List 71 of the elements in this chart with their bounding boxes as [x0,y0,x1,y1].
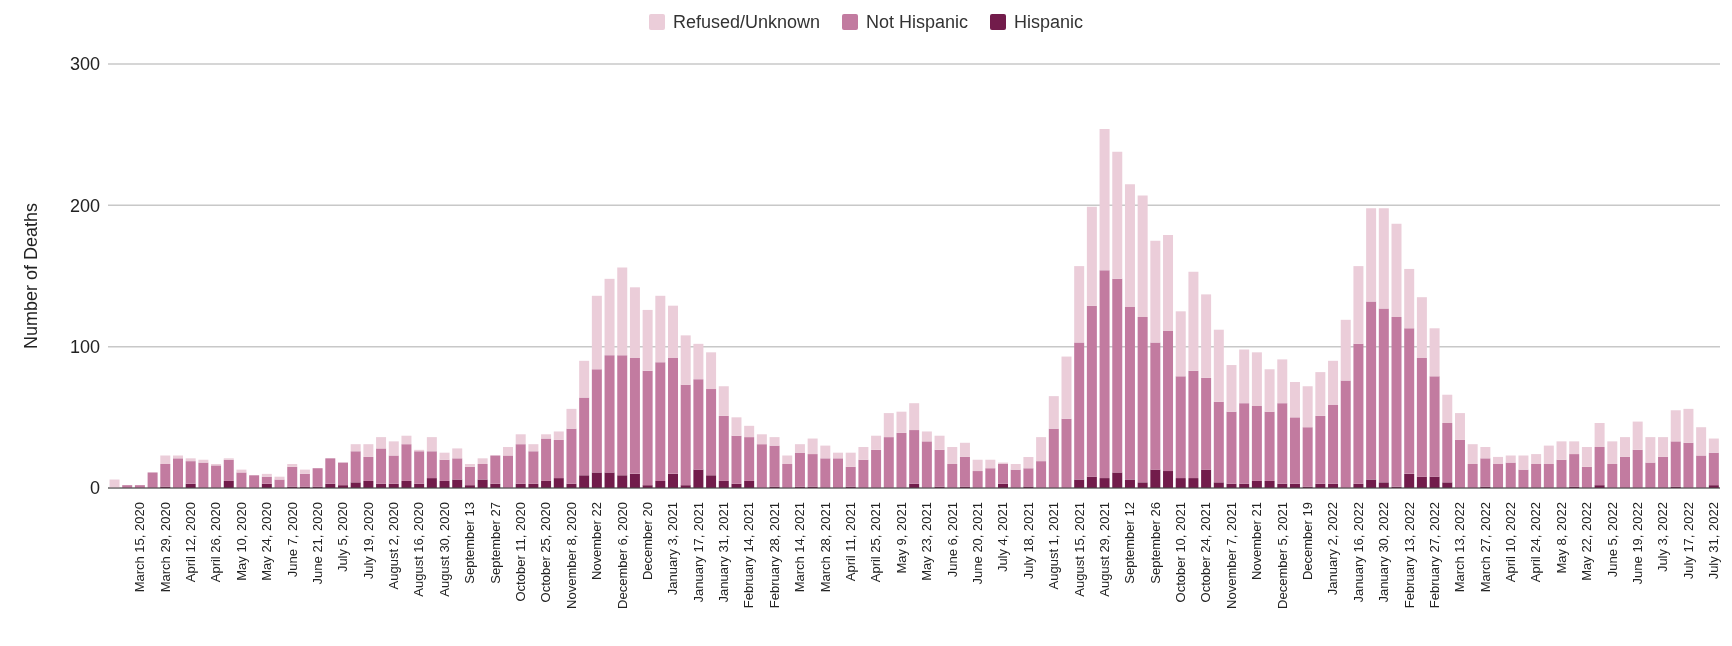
x-tick-label: December 5, 2021 [1274,502,1290,609]
x-tick-label: April 10, 2022 [1503,502,1519,583]
y-axis-title: Number of Deaths [21,202,42,350]
x-tick-label: May 9, 2021 [893,502,909,574]
x-tick-label: August 2, 2020 [386,502,402,590]
x-tick-label: March 27, 2022 [1477,502,1493,593]
x-tick-label: July 18, 2021 [1020,502,1036,580]
x-tick-label: September 13 [462,502,478,584]
x-tick-label: May 8, 2022 [1553,502,1569,574]
x-tick-label: January 30, 2022 [1376,502,1392,603]
x-tick-label: January 17, 2021 [690,502,706,603]
x-tick-label: February 28, 2021 [766,502,782,609]
x-tick-label: June 20, 2021 [969,502,985,585]
x-tick-label: July 4, 2021 [995,502,1011,573]
x-tick-label: August 29, 2021 [1096,502,1112,597]
x-tick-label: March 13, 2022 [1452,502,1468,593]
x-tick-label: August 30, 2020 [436,502,452,597]
x-tick-label: June 7, 2020 [284,502,300,578]
x-tick-label: May 23, 2021 [919,502,935,581]
legend-label: Hispanic [1013,11,1084,33]
x-tick-label: December 6, 2020 [614,502,630,609]
x-tick-label: May 24, 2020 [259,502,275,581]
x-tick-label: September 12 [1122,502,1138,584]
x-tick-label: October 25, 2020 [538,502,554,603]
legend-label: Not Hispanic [865,11,969,33]
y-tick-label: 200 [69,195,100,216]
x-tick-label: September 26 [1147,502,1163,584]
x-tick-label: February 14, 2021 [741,502,757,609]
x-tick-label: November 8, 2020 [563,502,579,609]
x-tick-label: January 3, 2021 [665,502,681,596]
x-tick-label: October 24, 2021 [1198,502,1214,603]
x-tick-label: October 11, 2020 [513,502,529,602]
x-tick-label: April 11, 2021 [843,502,859,582]
x-tick-label: April 12, 2020 [183,502,198,583]
x-tick-label: January 31, 2021 [716,502,732,603]
x-tick-label: May 10, 2020 [233,502,249,581]
x-tick-label: June 6, 2021 [944,502,960,578]
x-tick-label: November 21 [1249,502,1265,581]
x-tick-label: May 22, 2022 [1579,502,1595,581]
x-tick-label: February 13, 2022 [1401,502,1417,609]
x-tick-label: December 20 [639,502,655,581]
x-tick-label: April 25, 2021 [868,502,884,583]
x-tick-label: August 16, 2020 [411,502,427,597]
x-tick-label: April 24, 2022 [1528,502,1544,583]
x-tick-label: November 22 [589,502,605,581]
x-tick-label: September 27 [487,502,503,584]
x-tick-label: January 2, 2022 [1325,502,1341,596]
x-tick-label: July 31, 2022 [1706,502,1722,580]
x-tick-label: August 15, 2021 [1071,502,1087,597]
x-tick-label: July 3, 2022 [1655,502,1671,573]
legend-label: Refused/Unknown [671,11,820,33]
y-tick-label: 300 [69,54,100,75]
x-tick-label: March 29, 2020 [157,502,173,593]
y-tick-label: 0 [89,478,100,499]
x-tick-label: July 19, 2020 [360,502,376,580]
y-tick-label: 100 [69,337,100,358]
x-tick-label: March 14, 2021 [792,502,808,593]
x-tick-label: July 5, 2020 [335,502,351,573]
x-tick-label: January 16, 2022 [1350,502,1366,603]
x-tick-label: December 19 [1299,502,1315,581]
x-tick-label: March 15, 2020 [132,502,148,593]
x-tick-label: June 21, 2020 [309,502,325,585]
x-tick-label: April 26, 2020 [208,502,224,583]
x-tick-label: June 5, 2022 [1604,502,1620,578]
x-tick-label: March 28, 2021 [817,502,833,593]
x-tick-label: June 19, 2022 [1630,502,1645,585]
x-tick-label: October 10, 2021 [1173,502,1189,603]
x-tick-label: February 27, 2022 [1426,502,1442,609]
x-tick-label: August 1, 2021 [1046,502,1062,590]
x-tick-label: November 7, 2021 [1223,502,1239,609]
x-tick-label: July 17, 2022 [1680,502,1696,580]
